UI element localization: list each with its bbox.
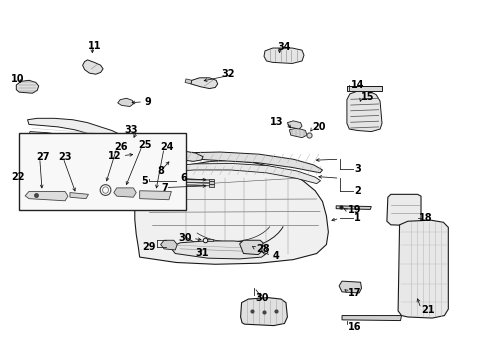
Polygon shape (27, 118, 131, 149)
Text: 29: 29 (142, 242, 156, 252)
Text: 14: 14 (350, 80, 364, 90)
Text: 26: 26 (114, 142, 127, 152)
Polygon shape (29, 132, 110, 160)
Text: 34: 34 (277, 42, 290, 51)
Polygon shape (206, 239, 212, 241)
Text: 31: 31 (195, 248, 209, 258)
Polygon shape (141, 163, 320, 184)
Polygon shape (209, 181, 214, 184)
Polygon shape (128, 149, 203, 161)
Text: 28: 28 (256, 244, 270, 254)
Polygon shape (346, 86, 381, 91)
Polygon shape (341, 316, 401, 320)
Text: 22: 22 (11, 172, 25, 182)
Polygon shape (335, 206, 370, 210)
Polygon shape (140, 191, 171, 200)
Polygon shape (346, 91, 381, 132)
Text: 21: 21 (420, 305, 434, 315)
Text: 23: 23 (58, 152, 72, 162)
Text: 16: 16 (347, 322, 361, 332)
Text: 12: 12 (108, 150, 122, 161)
Polygon shape (160, 240, 177, 250)
Polygon shape (70, 193, 88, 199)
Polygon shape (170, 241, 267, 259)
Text: 7: 7 (161, 183, 168, 193)
Text: 18: 18 (418, 213, 432, 223)
Text: 15: 15 (360, 92, 373, 102)
Polygon shape (25, 192, 68, 201)
Polygon shape (240, 298, 287, 325)
Text: 30: 30 (178, 233, 191, 243)
Polygon shape (168, 156, 186, 162)
Polygon shape (239, 240, 263, 255)
Text: 10: 10 (11, 74, 25, 84)
Text: 13: 13 (269, 117, 283, 127)
Text: 27: 27 (36, 152, 49, 162)
Polygon shape (190, 78, 217, 89)
Polygon shape (16, 80, 39, 93)
Text: 8: 8 (158, 166, 164, 176)
Polygon shape (386, 194, 420, 226)
Text: 9: 9 (144, 97, 151, 107)
Text: 30: 30 (255, 293, 268, 303)
Polygon shape (114, 188, 136, 197)
Text: 32: 32 (221, 69, 234, 79)
Text: 24: 24 (160, 142, 174, 152)
Polygon shape (118, 98, 133, 107)
Text: 19: 19 (347, 206, 361, 216)
Polygon shape (287, 121, 302, 129)
Text: 11: 11 (87, 41, 101, 50)
Polygon shape (397, 220, 447, 318)
Polygon shape (140, 152, 322, 173)
Text: 5: 5 (141, 176, 148, 186)
Polygon shape (338, 281, 361, 293)
Text: 17: 17 (347, 288, 361, 298)
Polygon shape (209, 179, 214, 181)
Text: 33: 33 (124, 125, 138, 135)
Polygon shape (289, 128, 306, 138)
Polygon shape (184, 79, 191, 84)
Text: 3: 3 (353, 164, 360, 174)
Text: 20: 20 (311, 122, 325, 132)
Polygon shape (82, 60, 103, 74)
Polygon shape (264, 48, 304, 63)
Polygon shape (135, 160, 328, 264)
Text: 1: 1 (353, 213, 360, 223)
Text: 25: 25 (138, 140, 151, 150)
Polygon shape (122, 136, 143, 148)
Bar (19, 134, 185, 211)
Polygon shape (209, 184, 214, 187)
Text: 2: 2 (353, 186, 360, 197)
Text: 6: 6 (180, 173, 186, 183)
Text: 4: 4 (272, 251, 279, 261)
